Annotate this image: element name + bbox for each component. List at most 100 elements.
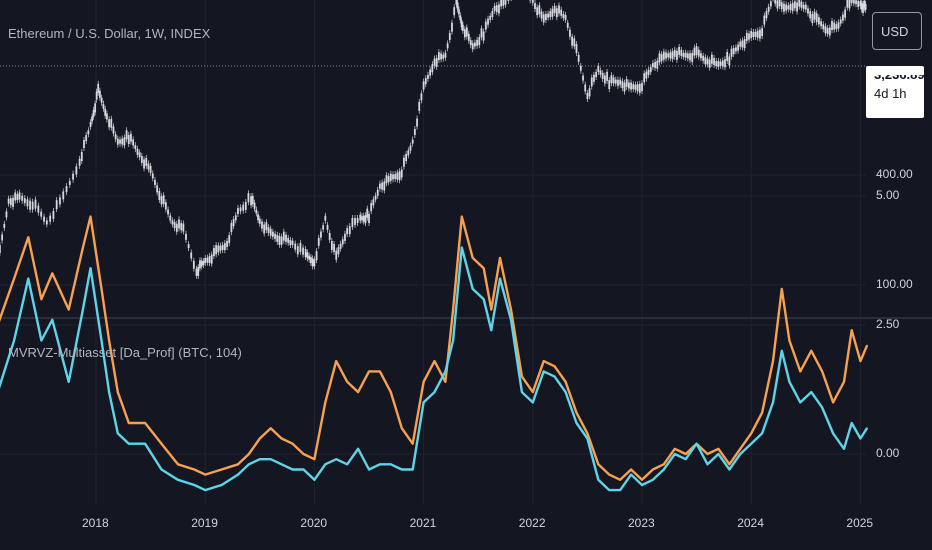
series-point [810, 349, 813, 352]
series-point [597, 478, 600, 481]
series-point [510, 308, 512, 311]
series-point [51, 272, 54, 275]
series-point [269, 427, 272, 430]
price-axis-label: 400.00 [876, 167, 913, 181]
series-point [335, 360, 338, 363]
series-point [832, 432, 834, 435]
series-point [335, 458, 338, 461]
series-point [452, 308, 454, 311]
series-point [444, 380, 447, 383]
series-point [780, 287, 783, 290]
series-point [444, 370, 447, 373]
series-point [460, 215, 463, 218]
series-line-orange [0, 215, 869, 481]
series-point [739, 447, 742, 450]
series-point [193, 484, 196, 486]
series-point [89, 215, 92, 218]
series-point [866, 427, 868, 430]
series-point [247, 463, 250, 466]
series-point [597, 463, 600, 466]
series-point [379, 463, 381, 466]
currency-button[interactable]: USD [872, 12, 922, 50]
chart-title: Ethereum / U.S. Dollar, 1W, INDEX [8, 26, 211, 41]
series-point [717, 447, 720, 450]
series-point [608, 489, 611, 492]
series-point [433, 360, 436, 363]
series-point [422, 401, 425, 404]
series-point [575, 411, 578, 414]
series-point [499, 257, 501, 259]
series-point [81, 246, 84, 249]
series-point [850, 329, 853, 332]
series-point [100, 287, 103, 290]
series-point [866, 344, 868, 347]
series-point [531, 391, 534, 393]
series-point [608, 473, 611, 476]
series-point [684, 458, 687, 461]
series-point [684, 453, 687, 455]
series-point [389, 463, 392, 466]
indicator-axis-label: 2.50 [876, 317, 900, 331]
series-point [346, 463, 349, 466]
series-point [728, 463, 731, 466]
series-point [482, 267, 485, 270]
series-point [220, 468, 223, 471]
series-point [706, 453, 709, 455]
series-point [510, 318, 512, 321]
series-point [706, 463, 709, 466]
series-point [520, 391, 523, 393]
series-point [750, 432, 753, 435]
series-point [739, 453, 742, 455]
series-point [302, 468, 305, 471]
series-point [832, 401, 834, 404]
series-point [575, 422, 578, 424]
series-point [761, 411, 764, 414]
series-point [67, 380, 70, 383]
series-point [160, 442, 163, 445]
x-tick-label: 2021 [409, 516, 437, 530]
series-point [673, 447, 676, 450]
series-line-cyan [0, 246, 869, 492]
series-point [357, 391, 359, 393]
series-point [422, 380, 425, 383]
series-point [400, 468, 403, 471]
price-candles [0, 0, 867, 280]
series-point [490, 329, 493, 332]
series-point [357, 447, 359, 450]
indicator-title[interactable]: MVRVZ-Multiasset [Da_Prof] (BTC, 104) [8, 345, 242, 360]
series-point [368, 468, 370, 471]
series-point [821, 370, 824, 373]
series-point [553, 365, 556, 368]
series-point [695, 442, 698, 445]
series-point [717, 453, 720, 455]
series-point [237, 463, 239, 466]
series-point [400, 427, 403, 430]
series-point [204, 489, 207, 492]
series-point [630, 473, 632, 476]
series-point [662, 463, 665, 466]
series-point [750, 442, 753, 445]
series-point [542, 370, 545, 373]
series-point [40, 339, 43, 342]
series-point [499, 277, 501, 280]
series-point [27, 236, 30, 239]
series-point [313, 478, 316, 481]
series-point [379, 370, 381, 373]
series-point [280, 463, 283, 466]
series-point [799, 401, 802, 404]
series-point [788, 339, 791, 342]
series-point [127, 442, 130, 445]
series-point [193, 468, 196, 471]
series-point [108, 391, 111, 393]
series-point [471, 287, 474, 290]
series-point [127, 422, 130, 424]
series-point [810, 391, 813, 393]
series-point [821, 406, 824, 409]
series-point [564, 380, 567, 383]
series-point [652, 478, 654, 481]
series-point [788, 380, 791, 383]
series-point [471, 257, 474, 259]
x-tick-label: 2019 [191, 516, 218, 530]
series-point [346, 380, 349, 383]
